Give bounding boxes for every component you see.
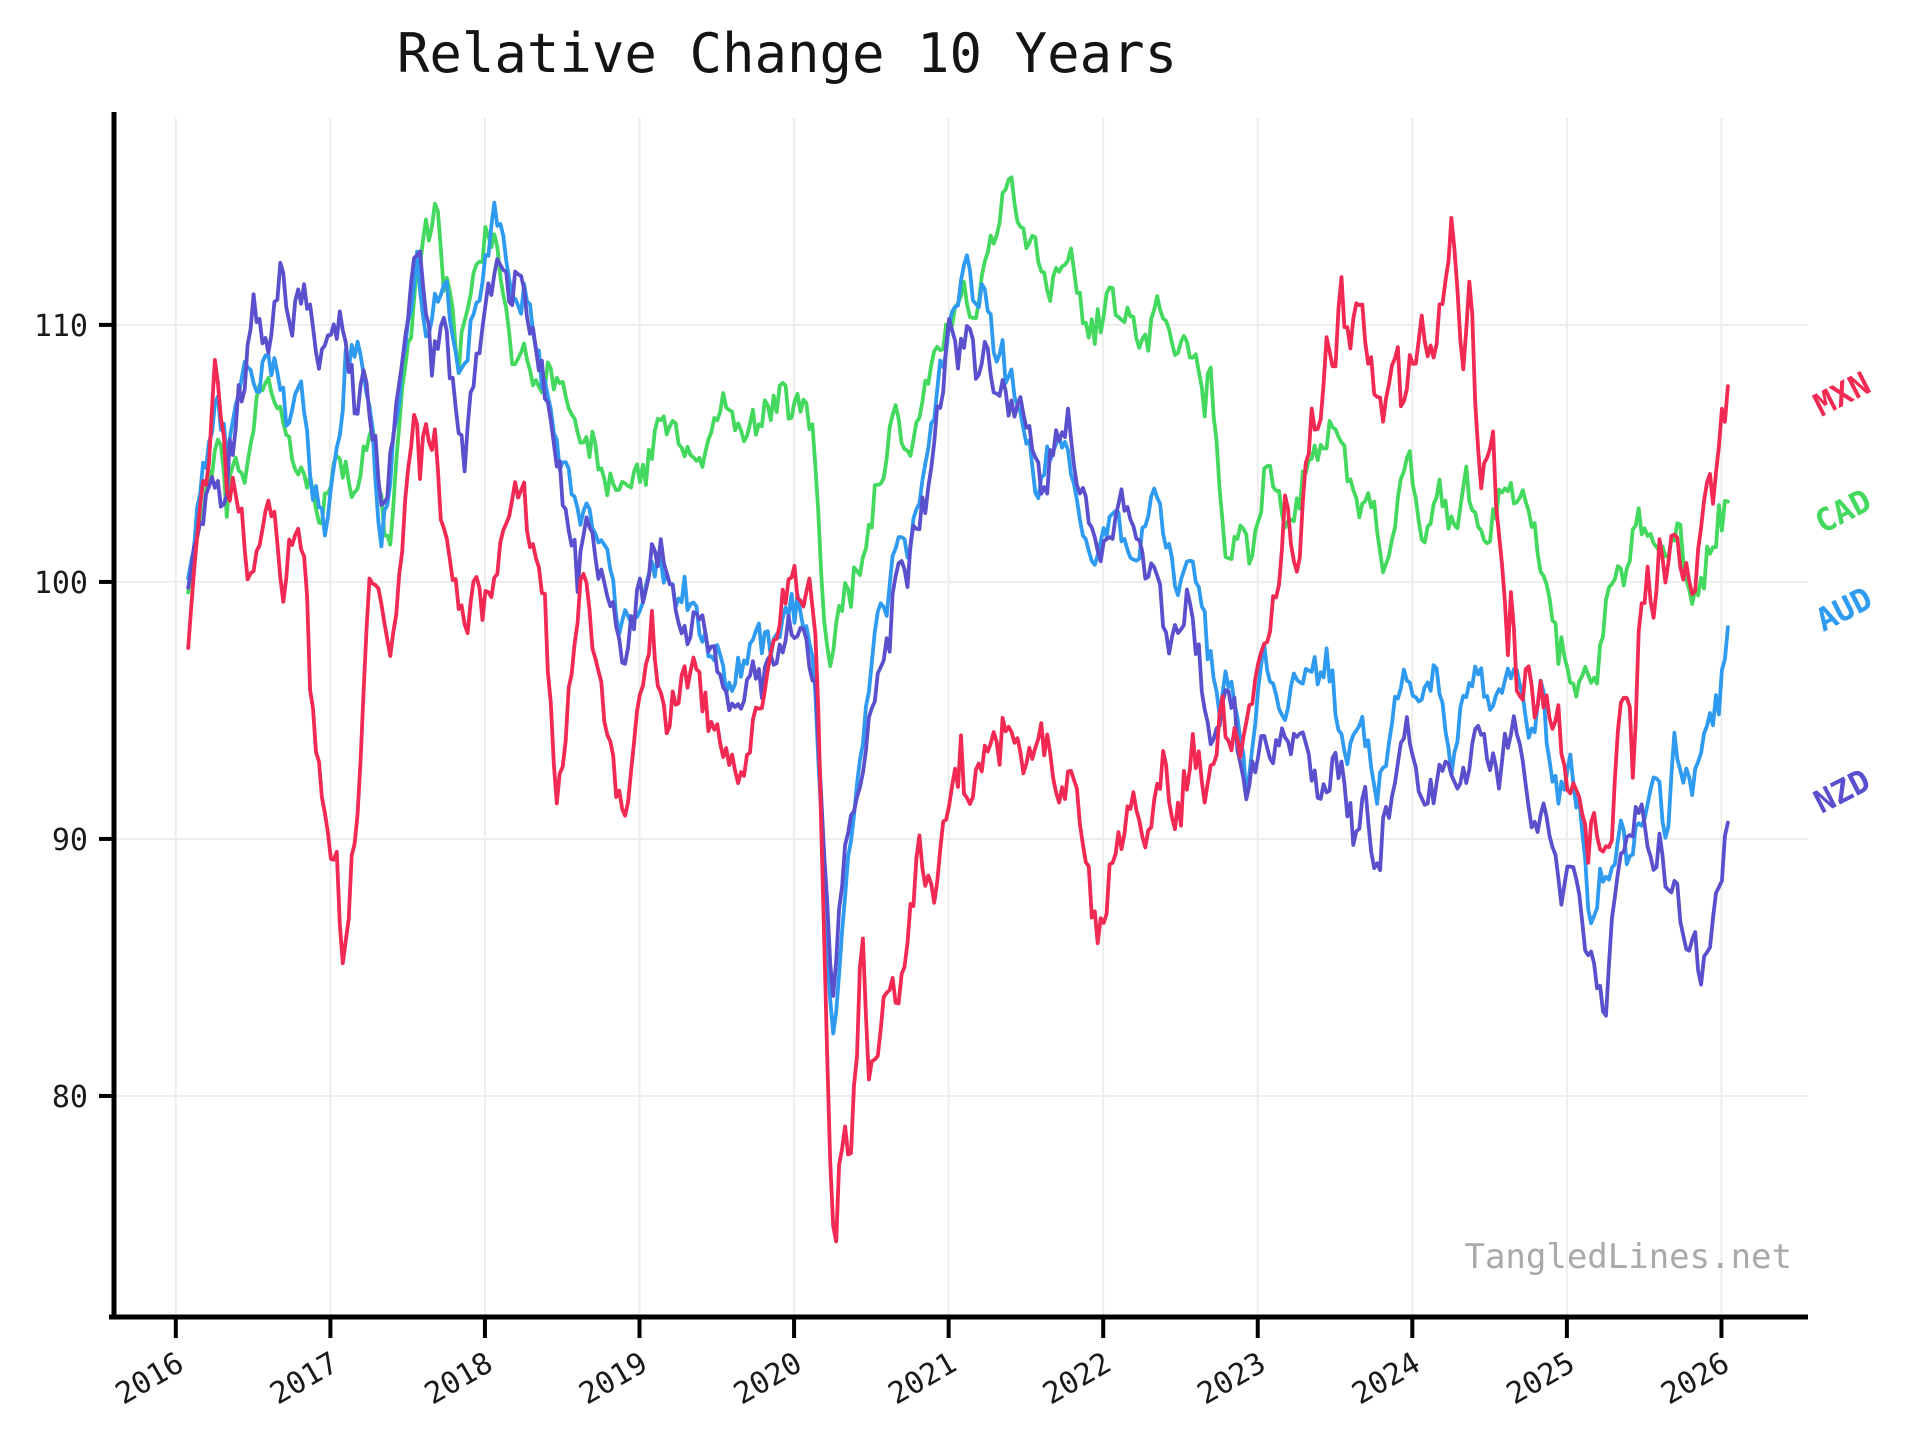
y-tick-label: 100 — [34, 566, 88, 601]
legend-label-AUD: AUD — [1810, 579, 1879, 639]
y-tick-label: 80 — [52, 1080, 88, 1115]
x-tick-label: 2022 — [1037, 1346, 1117, 1412]
x-tick-label: 2023 — [1192, 1346, 1272, 1412]
x-tick-label: 2020 — [728, 1346, 808, 1412]
x-tick-label: 2025 — [1501, 1346, 1581, 1412]
x-tick-label: 2021 — [883, 1346, 963, 1412]
legend-label-CAD: CAD — [1809, 481, 1878, 541]
chart-title: Relative Change 10 Years — [397, 22, 1177, 85]
legend-label-NZD: NZD — [1808, 761, 1877, 821]
x-tick-label: 2017 — [264, 1346, 344, 1412]
axis-layer — [99, 112, 1808, 1338]
watermark: TangledLines.net — [1464, 1237, 1792, 1277]
x-tick-label: 2019 — [573, 1346, 653, 1412]
legend: MXN CAD AUD NZD — [1808, 364, 1879, 821]
y-tick-label: 90 — [52, 823, 88, 858]
series-line-AUD — [186, 200, 1730, 1036]
y-tick-label: 110 — [34, 309, 88, 344]
x-tick-label: 2024 — [1346, 1346, 1426, 1412]
series-line-NZD — [186, 249, 1730, 1018]
x-tick-label: 2018 — [419, 1346, 499, 1412]
legend-label-MXN: MXN — [1808, 364, 1877, 424]
x-tick-label: 2016 — [110, 1346, 190, 1412]
series-layer — [186, 175, 1730, 1244]
x-tick-label: 2026 — [1655, 1346, 1735, 1412]
series-line-MXN — [186, 216, 1730, 1244]
